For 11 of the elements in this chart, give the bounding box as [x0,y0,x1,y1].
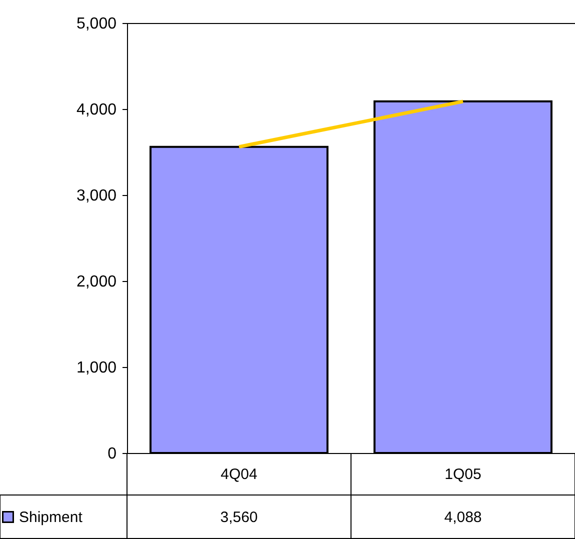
data-label: 3,560 [220,509,258,526]
y-tick-label: 5,000 [76,16,117,32]
legend-label: Shipment [19,509,84,526]
y-tick-label: 4,000 [76,102,117,118]
y-tick-label: 3,000 [76,188,117,204]
x-tick-label: 1Q05 [444,466,482,483]
data-label: 4,088 [444,509,482,526]
y-tick-label: 0 [108,446,117,462]
y-tick-label: 1,000 [76,360,117,376]
y-tick-label: 2,000 [76,274,117,290]
x-tick-label: 4Q04 [220,466,258,483]
